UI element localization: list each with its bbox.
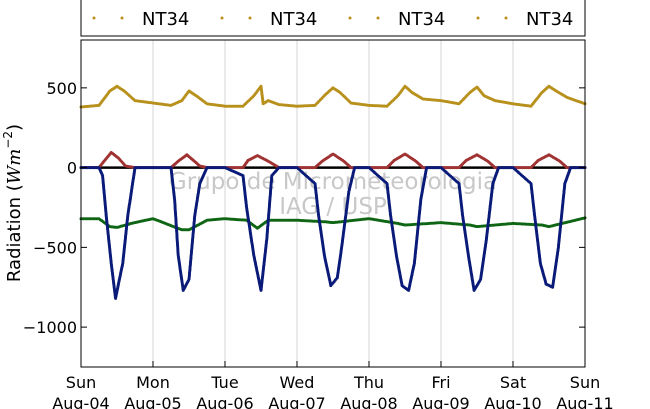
y-axis-label-unit: Wm — [4, 149, 25, 185]
y-tick-label-3: −1000 — [23, 318, 77, 337]
x-tick-day-6: Sat — [500, 373, 526, 392]
legend-marker-1b — [248, 16, 252, 20]
legend-frame — [80, 0, 586, 37]
legend-marker-0a — [92, 16, 96, 20]
watermark-line2: IAG / USP — [279, 194, 387, 220]
y-axis-ticks: 500 0 −500 −1000 — [23, 79, 585, 337]
x-axis-ticks: Sun Aug-04 Mon Aug-05 Tue Aug-06 Wed Aug-07 Thu A… — [52, 361, 614, 409]
series-2 — [79, 216, 587, 232]
x-tick-day-1: Mon — [136, 373, 170, 392]
y-tick-label-2: −500 — [33, 238, 77, 257]
x-tick-day-7: Sun — [570, 373, 600, 392]
legend-marker-3b — [504, 16, 508, 20]
legend-label-0: NT34 — [142, 9, 189, 30]
series-3 — [79, 166, 587, 300]
x-tick-date-4: Aug-08 — [340, 394, 397, 409]
y-tick-label-0: 500 — [46, 79, 77, 98]
y-axis-label-close: ) — [4, 124, 25, 131]
legend-label-2: NT34 — [398, 9, 445, 30]
plot-frame — [80, 39, 586, 368]
y-tick-label-1: 0 — [67, 159, 77, 178]
series-0 — [79, 84, 587, 109]
legend-entries: NT34 NT34 NT34 NT34 — [92, 9, 573, 30]
y-axis-label-exp: −2 — [1, 131, 15, 149]
x-tick-day-2: Tue — [210, 373, 238, 392]
watermark-line1: Grupo de Micrometeorologia — [169, 169, 497, 195]
x-tick-date-2: Aug-06 — [196, 394, 253, 409]
x-tick-day-0: Sun — [66, 373, 96, 392]
legend-marker-2a — [348, 16, 352, 20]
legend-marker-2b — [376, 16, 380, 20]
watermark: Grupo de Micrometeorologia IAG / USP — [169, 169, 497, 220]
series-layer — [79, 84, 587, 300]
x-tick-day-5: Fri — [431, 373, 450, 392]
legend-label-1: NT34 — [270, 9, 317, 30]
x-tick-day-3: Wed — [280, 373, 315, 392]
legend-marker-3a — [476, 16, 480, 20]
legend: NT34 NT34 NT34 NT34 — [80, 0, 586, 37]
x-tick-date-7: Aug-11 — [556, 394, 613, 409]
x-tick-date-1: Aug-05 — [124, 394, 181, 409]
x-tick-date-5: Aug-09 — [412, 394, 469, 409]
legend-marker-1a — [220, 16, 224, 20]
gridlines — [152, 40, 514, 367]
y-axis-label: Radiation (Wm−2) — [1, 124, 25, 282]
y-axis-label-main: Radiation ( — [4, 184, 25, 282]
legend-marker-0b — [120, 16, 124, 20]
legend-label-3: NT34 — [526, 9, 573, 30]
x-tick-date-6: Aug-10 — [484, 394, 541, 409]
x-tick-day-4: Thu — [353, 373, 384, 392]
x-tick-date-0: Aug-04 — [52, 394, 109, 409]
plot-area — [81, 40, 585, 367]
x-tick-date-3: Aug-07 — [268, 394, 325, 409]
